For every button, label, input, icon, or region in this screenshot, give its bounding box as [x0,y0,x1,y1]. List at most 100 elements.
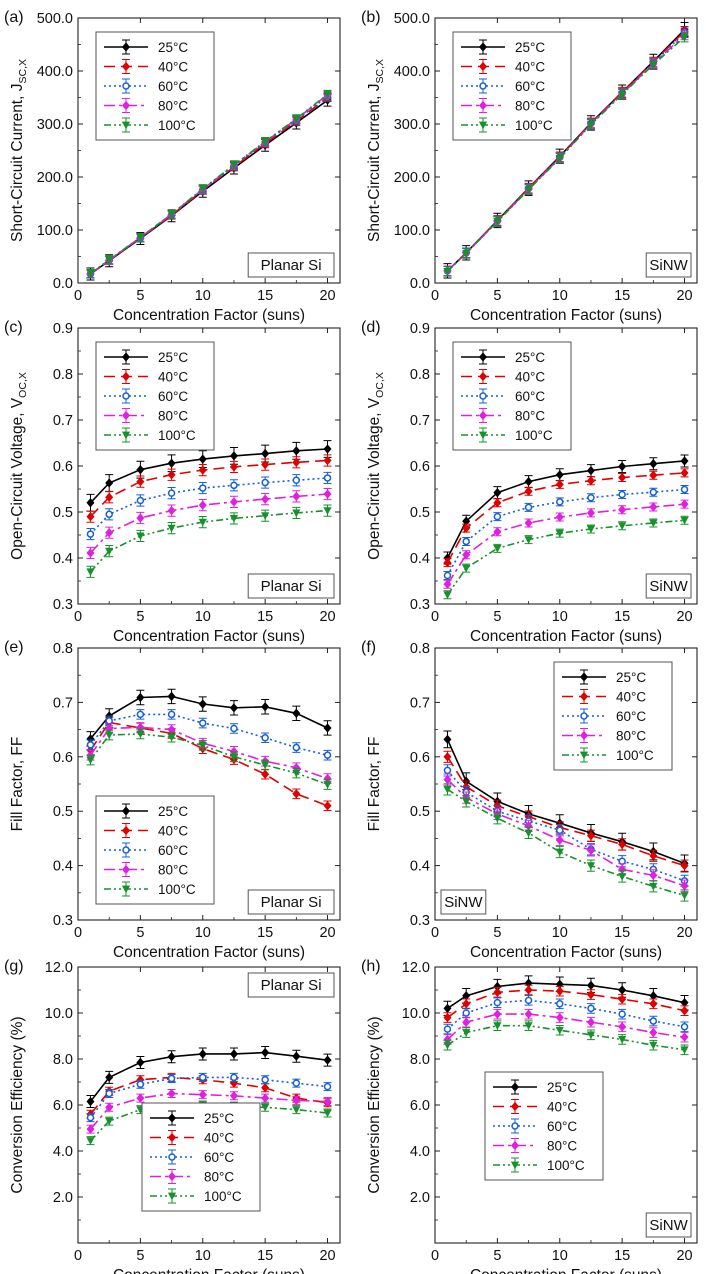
data-point [618,90,627,99]
panel-label: (a) [4,9,24,26]
legend-frame [452,31,572,141]
legend-marker [122,825,130,836]
series-line [89,1051,328,1102]
sample-label: Planar Si [261,578,322,595]
chart-panel: (d) 0 5 10 15 20 0.3 0.4 0.5 0.6 0.7 0.8 0.9 Concentr… [361,319,698,645]
data-point [105,256,114,264]
sample-label-box: Planar Si [247,252,335,278]
data-point [105,717,113,725]
data-point [586,989,595,1000]
y-axis-title-subscript: OC,X [374,372,386,398]
data-point [230,724,238,733]
data-point [555,835,564,845]
data-point [680,1023,689,1031]
data-point [524,536,533,544]
legend-item: 100°C [104,427,196,443]
data-point [649,519,658,528]
data-point [493,218,502,226]
legend-marker [168,1171,176,1182]
legend-marker [121,431,131,440]
data-point [136,1093,145,1103]
data-point [493,512,502,521]
series-line [89,1092,328,1130]
legend-label: 100°C [204,1189,242,1204]
data-point [443,1025,452,1033]
y-axis-title: Open-Circuit Voltage, VOC,X [9,372,29,560]
legend-label: 100°C [515,428,553,443]
data-point [229,497,238,507]
data-point [86,511,95,522]
x-tick-label: 5 [493,609,501,625]
data-point [292,1051,301,1061]
data-point [105,492,114,502]
y-tick-label: 0.4 [53,859,73,875]
data-point [680,892,689,900]
series-100°C [443,31,689,277]
sample-label-box: Planar Si [247,972,335,998]
data-point [680,485,689,494]
legend-frame [553,661,673,771]
y-axis-title: Conversion Efficiency (%) [9,1016,26,1193]
data-point [618,472,627,483]
sample-label: SiNW [444,894,483,911]
x-axis-title: Concentration Factor (suns) [470,1267,662,1274]
legend-label: 100°C [616,748,654,763]
x-tick-label: 20 [319,925,335,941]
data-point [587,1004,595,1013]
x-tick-label: 10 [195,925,211,941]
legend-marker [580,712,588,720]
legend-label: 25°C [547,1080,577,1095]
data-point [587,493,595,502]
y-tick-label: 400.0 [37,64,73,80]
x-axis-title: Concentration Factor (suns) [470,628,662,645]
data-point [555,512,564,522]
data-point [86,548,95,558]
data-point [86,270,95,278]
data-point [462,523,471,533]
legend-marker [479,100,487,111]
data-point [618,522,627,531]
data-point [261,1093,270,1103]
y-tick-label: 200.0 [394,170,430,186]
legend-label: 40°C [616,690,646,705]
y-tick-label: 0.7 [410,413,430,429]
data-point [261,494,270,504]
legend-marker [167,1192,177,1201]
legend-label: 80°C [158,409,188,424]
legend-label: 25°C [158,40,188,55]
legend: 25°C 40°C 60°C 80°C 100°C [553,661,673,771]
data-point [586,980,595,991]
y-tick-label: 0.8 [53,641,73,657]
legend-item: 60°C [562,708,646,724]
data-point [443,752,452,762]
legend-label: 80°C [204,1170,234,1185]
x-tick-label: 10 [195,288,211,304]
data-point [586,525,596,534]
data-point [198,454,207,464]
legend-label: 25°C [515,40,545,55]
series-60°C [443,484,689,580]
x-tick-label: 5 [136,1248,144,1264]
panel-label: (e) [4,639,24,656]
data-point [555,986,564,996]
data-point [555,529,564,538]
x-tick-label: 10 [552,609,568,625]
legend-marker [122,42,130,52]
y-tick-label: 0.8 [410,641,430,657]
data-point [556,498,564,506]
y-tick-label: 8.0 [410,1052,430,1068]
data-point [292,1095,301,1106]
data-point [680,516,689,525]
data-point [136,476,145,487]
data-point [618,490,626,499]
data-point [198,465,207,475]
legend-item: 100°C [104,881,196,897]
panel-label: (g) [4,958,24,975]
data-point [649,851,658,861]
legend-item: 80°C [461,408,545,424]
data-point [199,719,207,727]
x-tick-label: 10 [552,1248,568,1264]
legend-item: 60°C [104,388,188,404]
series-line [89,477,328,535]
